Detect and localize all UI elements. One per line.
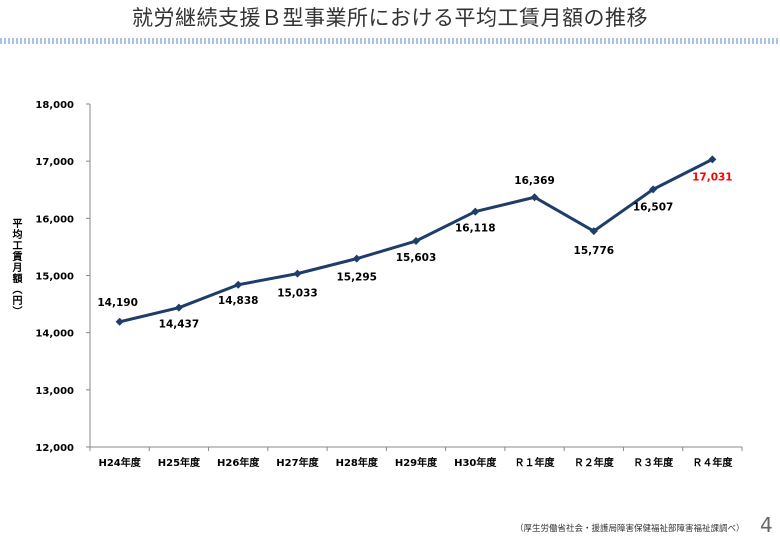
y-axis-label: 平均工賃月額（円） [10, 218, 21, 317]
x-tick-label: H25年度 [158, 456, 201, 469]
data-point-marker [352, 254, 361, 263]
x-tick-label: H28年度 [336, 456, 379, 469]
data-label: 14,437 [159, 319, 200, 331]
axes [89, 104, 742, 448]
chart-title: 就労継続支援Ｂ型事業所における平均工賃月額の推移 [132, 6, 648, 30]
y-tick-label: 12,000 [35, 443, 74, 454]
x-tick-label: H29年度 [395, 456, 438, 469]
data-point-marker [530, 193, 539, 202]
data-point-marker [649, 185, 658, 194]
source-note: （厚生労働省社会・援護局障害保健福祉部障害福祉課調べ） [515, 524, 745, 534]
data-point-marker [708, 155, 717, 164]
x-tick-label: H27年度 [276, 456, 319, 469]
y-tick-label: 15,000 [35, 272, 74, 283]
y-tick-label: 13,000 [35, 386, 74, 397]
data-label: 15,295 [336, 272, 377, 284]
x-tick-label: H24年度 [98, 456, 141, 469]
data-label: 14,190 [97, 297, 138, 309]
data-label: 16,507 [633, 201, 674, 213]
x-tick-label: H30年度 [454, 456, 497, 469]
series [115, 155, 717, 326]
data-label: 16,118 [455, 223, 496, 235]
y-tick-label: 14,000 [35, 329, 74, 340]
title-divider [0, 38, 780, 44]
data-point-marker [471, 207, 480, 216]
data-point-marker [234, 280, 243, 289]
x-tick-label: Ｒ１年度 [515, 456, 556, 469]
x-tick-label: H26年度 [217, 456, 260, 469]
data-point-marker [412, 237, 420, 246]
data-point-marker [115, 317, 124, 326]
data-label: 14,838 [218, 295, 259, 307]
data-label: 15,603 [396, 252, 437, 264]
y-ticks: 12,000 13,000 14,000 15,000 16,000 17,000 18,0… [35, 100, 90, 454]
y-tick-label: 16,000 [35, 214, 74, 225]
x-tick-label: Ｒ４年度 [692, 456, 733, 469]
x-tick-label: Ｒ２年度 [574, 456, 615, 469]
page-number: 4 [760, 513, 773, 537]
data-label: 15,776 [574, 245, 615, 257]
x-ticks: H24年度 H25年度 H26年度 H27年度 H28年度 H29年度 H30年度 Ｒ１年度 Ｒ… [89, 447, 743, 469]
data-label: 16,369 [514, 175, 555, 187]
data-label: 15,033 [277, 288, 318, 300]
data-point-marker [589, 227, 598, 236]
data-point-marker [293, 269, 302, 278]
y-tick-label: 18,000 [35, 100, 74, 111]
y-tick-label: 17,000 [35, 157, 74, 168]
data-label: 17,031 [692, 171, 733, 183]
data-labels: 14,190 14,437 14,838 15,033 15,295 15,603 16,1… [97, 171, 732, 330]
x-tick-label: Ｒ３年度 [633, 456, 674, 469]
data-point-marker [174, 303, 183, 312]
